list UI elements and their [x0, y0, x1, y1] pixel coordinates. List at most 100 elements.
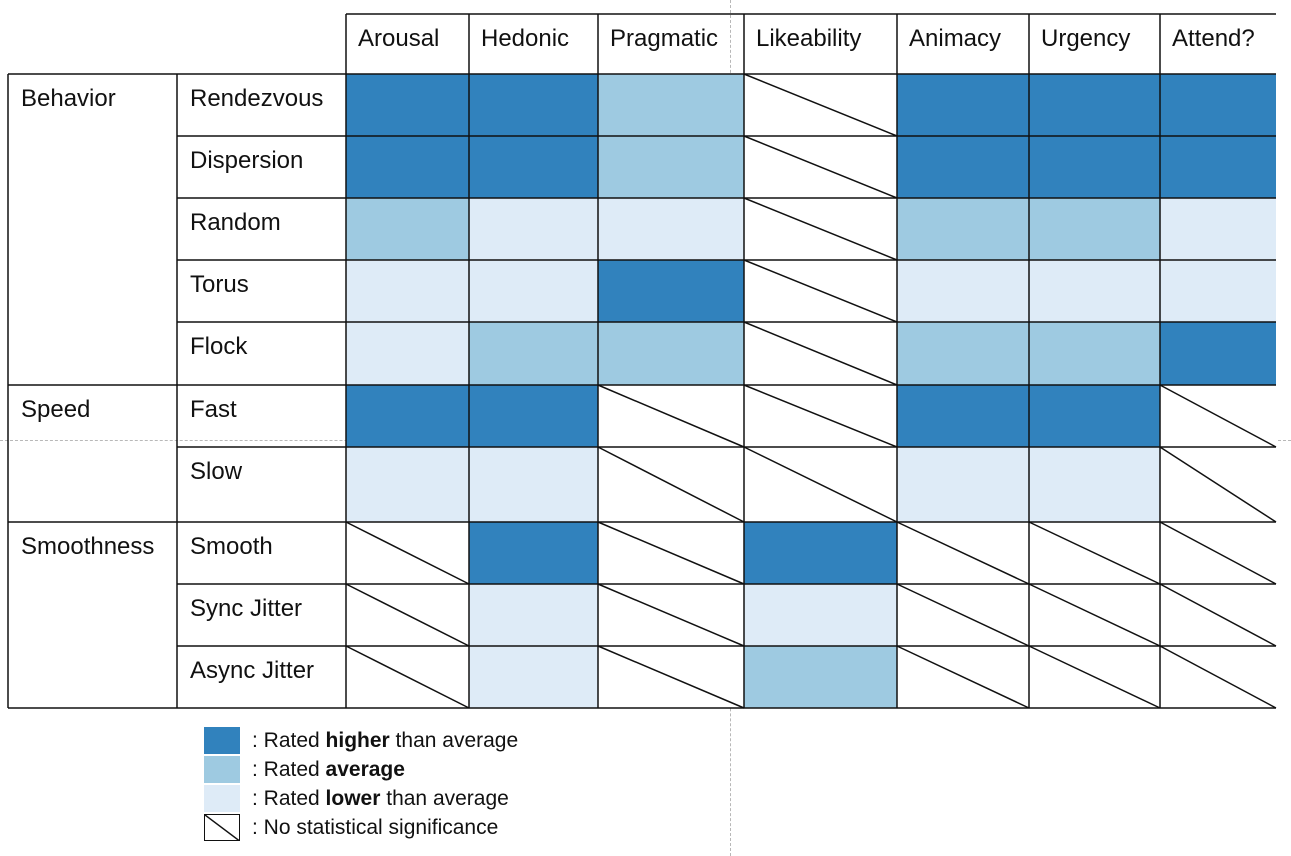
- cell-torus-urgency-low: [1029, 260, 1160, 322]
- cell-torus-attend-low: [1160, 260, 1276, 322]
- no-significance-diagonal: [743, 384, 898, 448]
- cell-random-pragmatic-low: [598, 198, 744, 260]
- no-significance-diagonal: [743, 259, 898, 323]
- cell-random-attend-low: [1160, 198, 1276, 260]
- cell-rendezvous-arousal-high: [346, 74, 469, 136]
- cell-fast-animacy-high: [897, 385, 1029, 447]
- significance-table: Arousal Hedonic Pragmatic Likeability Animac…: [7, 13, 1277, 709]
- no-significance-diagonal: [1028, 583, 1161, 647]
- cell-smooth-likeability-high: [744, 522, 897, 584]
- cell-dispersion-animacy-high: [897, 136, 1029, 198]
- no-significance-diagonal: [345, 645, 470, 709]
- column-header-animacy: Animacy: [909, 25, 1001, 52]
- cell-dispersion-arousal-high: [346, 136, 469, 198]
- group-label-speed: Speed: [21, 396, 90, 423]
- cell-torus-animacy-low: [897, 260, 1029, 322]
- cell-torus-pragmatic-high: [598, 260, 744, 322]
- column-header-pragmatic: Pragmatic: [610, 25, 718, 52]
- legend-item-no-significance: : No statistical significance: [204, 813, 518, 842]
- cell-smooth-hedonic-high: [469, 522, 598, 584]
- cell-flock-urgency-avg: [1029, 322, 1160, 385]
- cell-flock-pragmatic-avg: [598, 322, 744, 385]
- cell-rendezvous-urgency-high: [1029, 74, 1160, 136]
- cell-random-animacy-avg: [897, 198, 1029, 260]
- cell-flock-arousal-low: [346, 322, 469, 385]
- cell-slow-urgency-low: [1029, 447, 1160, 522]
- cell-flock-attend-high: [1160, 322, 1276, 385]
- row-label-slow: Slow: [190, 458, 243, 485]
- cell-sync-jitter-likeability-low: [744, 584, 897, 646]
- legend-swatch-lower: [204, 785, 240, 812]
- cell-flock-animacy-avg: [897, 322, 1029, 385]
- legend-text-higher: : Rated higher than average: [252, 728, 519, 752]
- no-significance-diagonal: [896, 521, 1030, 585]
- row-label-smooth: Smooth: [190, 533, 273, 560]
- cell-rendezvous-animacy-high: [897, 74, 1029, 136]
- no-significance-diagonal: [743, 321, 898, 386]
- cell-fast-urgency-high: [1029, 385, 1160, 447]
- no-significance-diagonal: [743, 135, 898, 199]
- row-label-flock: Flock: [190, 333, 248, 360]
- cell-slow-animacy-low: [897, 447, 1029, 522]
- no-significance-diagonal: [1028, 645, 1161, 709]
- no-significance-diagonal: [743, 73, 898, 137]
- legend: : Rated higher than average : Rated aver…: [204, 726, 518, 842]
- no-significance-diagonal: [597, 446, 745, 523]
- no-significance-diagonal: [743, 446, 898, 523]
- column-header-arousal: Arousal: [358, 25, 439, 52]
- cell-dispersion-urgency-high: [1029, 136, 1160, 198]
- cell-sync-jitter-hedonic-low: [469, 584, 598, 646]
- cell-torus-hedonic-low: [469, 260, 598, 322]
- cell-fast-arousal-high: [346, 385, 469, 447]
- no-significance-diagonal: [896, 645, 1030, 709]
- no-significance-diagonal: [345, 583, 470, 647]
- cell-random-arousal-avg: [346, 198, 469, 260]
- column-header-attend: Attend?: [1172, 25, 1255, 52]
- legend-text-no-significance: : No statistical significance: [252, 815, 499, 839]
- row-label-fast: Fast: [190, 396, 237, 423]
- cell-torus-arousal-low: [346, 260, 469, 322]
- cell-rendezvous-pragmatic-avg: [598, 74, 744, 136]
- legend-item-higher: : Rated higher than average: [204, 726, 518, 755]
- cell-async-jitter-likeability-avg: [744, 646, 897, 708]
- row-label-dispersion: Dispersion: [190, 147, 303, 174]
- cell-dispersion-pragmatic-avg: [598, 136, 744, 198]
- row-label-rendezvous: Rendezvous: [190, 85, 323, 112]
- row-label-random: Random: [190, 209, 281, 236]
- cell-flock-hedonic-avg: [469, 322, 598, 385]
- no-significance-diagonal: [345, 521, 470, 585]
- no-significance-diagonal: [1028, 521, 1161, 585]
- legend-text-average: : Rated average: [252, 757, 405, 781]
- column-header-likeability: Likeability: [756, 25, 861, 52]
- legend-item-lower: : Rated lower than average: [204, 784, 518, 813]
- no-significance-diagonal: [743, 197, 898, 261]
- cell-rendezvous-hedonic-high: [469, 74, 598, 136]
- no-significance-diagonal: [597, 384, 745, 448]
- cell-dispersion-hedonic-high: [469, 136, 598, 198]
- no-significance-diagonal: [1159, 446, 1277, 523]
- group-label-behavior: Behavior: [21, 85, 116, 112]
- column-header-urgency: Urgency: [1041, 25, 1130, 52]
- cell-rendezvous-attend-high: [1160, 74, 1276, 136]
- cell-slow-arousal-low: [346, 447, 469, 522]
- group-label-smoothness: Smoothness: [21, 533, 154, 560]
- column-header-hedonic: Hedonic: [481, 25, 569, 52]
- cell-dispersion-attend-high: [1160, 136, 1276, 198]
- cell-fast-hedonic-high: [469, 385, 598, 447]
- cell-random-hedonic-low: [469, 198, 598, 260]
- no-significance-diagonal: [1159, 384, 1277, 448]
- no-significance-diagonal: [597, 645, 745, 709]
- no-significance-diagonal: [1159, 645, 1277, 709]
- row-label-torus: Torus: [190, 271, 249, 298]
- cell-random-urgency-avg: [1029, 198, 1160, 260]
- row-label-sync-jitter: Sync Jitter: [190, 595, 302, 622]
- legend-swatch-average: [204, 756, 240, 783]
- no-significance-diagonal: [1159, 521, 1277, 585]
- no-significance-diagonal: [1159, 583, 1277, 647]
- cell-slow-hedonic-low: [469, 447, 598, 522]
- legend-swatch-no-significance: [204, 814, 240, 841]
- legend-swatch-higher: [204, 727, 240, 754]
- legend-item-average: : Rated average: [204, 755, 518, 784]
- cell-async-jitter-hedonic-low: [469, 646, 598, 708]
- no-significance-diagonal: [896, 583, 1030, 647]
